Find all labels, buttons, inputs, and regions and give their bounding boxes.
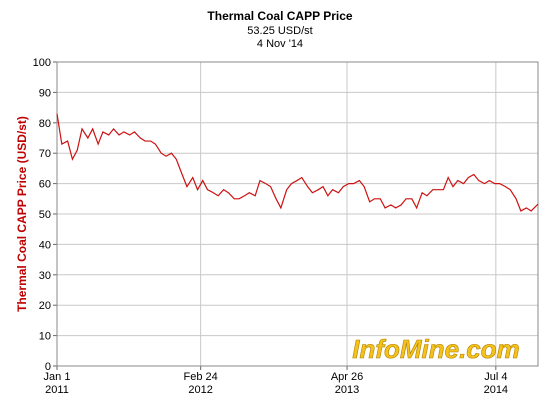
x-tick-label: Feb 24 xyxy=(184,371,218,383)
x-tick-label: 2014 xyxy=(484,384,508,396)
x-tick-label: 2013 xyxy=(335,384,359,396)
y-tick-label: 0 xyxy=(45,361,51,373)
watermark: InfoMine.com xyxy=(352,334,520,364)
date-label: 4 Nov '14 xyxy=(257,38,303,50)
y-tick-label: 90 xyxy=(39,87,51,99)
y-tick-label: 20 xyxy=(39,300,51,312)
x-tick-label: Jul 4 xyxy=(484,371,507,383)
y-tick-label: 70 xyxy=(39,148,51,160)
x-tick-label: Apr 26 xyxy=(331,371,363,383)
x-tick-label: Jan 1 xyxy=(44,371,71,383)
y-tick-label: 50 xyxy=(39,209,51,221)
subtitle: 53.25 USD/st xyxy=(247,25,312,37)
y-tick-label: 100 xyxy=(33,57,51,69)
x-tick-label: 2011 xyxy=(45,384,69,396)
y-tick-label: 60 xyxy=(39,179,51,191)
plot-frame xyxy=(56,61,539,367)
y-tick-label: 30 xyxy=(39,270,51,282)
x-tick-label: 2012 xyxy=(188,384,212,396)
chart-title: Thermal Coal CAPP Price xyxy=(207,9,352,23)
y-tick-label: 80 xyxy=(39,118,51,130)
y-axis-title: Thermal Coal CAPP Price (USD/st) xyxy=(15,116,29,312)
price-line xyxy=(56,113,539,212)
y-tick-label: 40 xyxy=(39,239,51,251)
y-tick-label: 10 xyxy=(39,331,51,343)
